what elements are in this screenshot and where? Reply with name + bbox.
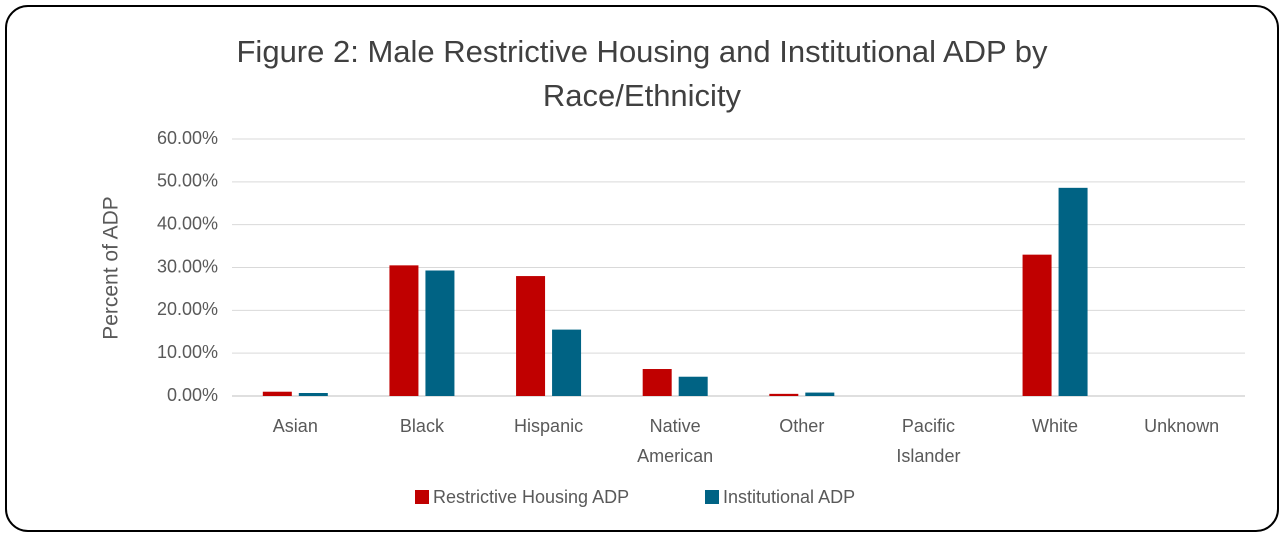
bar <box>389 265 419 396</box>
bar <box>678 376 708 396</box>
y-tick-label: 50.00% <box>157 171 218 191</box>
x-tick-label: Asian <box>273 416 318 436</box>
bar <box>425 270 455 396</box>
chart-title: Figure 2: Male Restrictive Housing and I… <box>237 34 1048 113</box>
bar <box>516 276 546 396</box>
bar <box>769 393 799 396</box>
x-tick-label: White <box>1032 416 1078 436</box>
y-tick-label: 60.00% <box>157 128 218 148</box>
legend-label: Restrictive Housing ADP <box>433 487 629 507</box>
legend-swatch <box>415 490 429 504</box>
x-tick-label: Hispanic <box>514 416 583 436</box>
y-axis-label: Percent of ADP <box>100 196 123 340</box>
legend-label: Institutional ADP <box>723 487 855 507</box>
bar <box>262 391 292 396</box>
bar <box>805 392 835 396</box>
x-tick-label: Pacific Islander <box>896 416 960 466</box>
x-tick-label: Native American <box>637 416 713 466</box>
bar <box>298 393 328 396</box>
chart-frame <box>5 5 1279 532</box>
x-tick-label: Black <box>400 416 445 436</box>
bar <box>1022 254 1052 396</box>
x-tick-label: Other <box>779 416 824 436</box>
bar <box>1058 187 1088 396</box>
y-tick-label: 10.00% <box>157 342 218 362</box>
legend-swatch <box>705 490 719 504</box>
y-tick-label: 0.00% <box>167 385 218 405</box>
y-tick-label: 20.00% <box>157 299 218 319</box>
y-tick-label: 40.00% <box>157 213 218 233</box>
bar <box>642 369 672 396</box>
x-tick-label: Unknown <box>1144 416 1219 436</box>
y-tick-label: 30.00% <box>157 256 218 276</box>
bar <box>552 329 582 396</box>
